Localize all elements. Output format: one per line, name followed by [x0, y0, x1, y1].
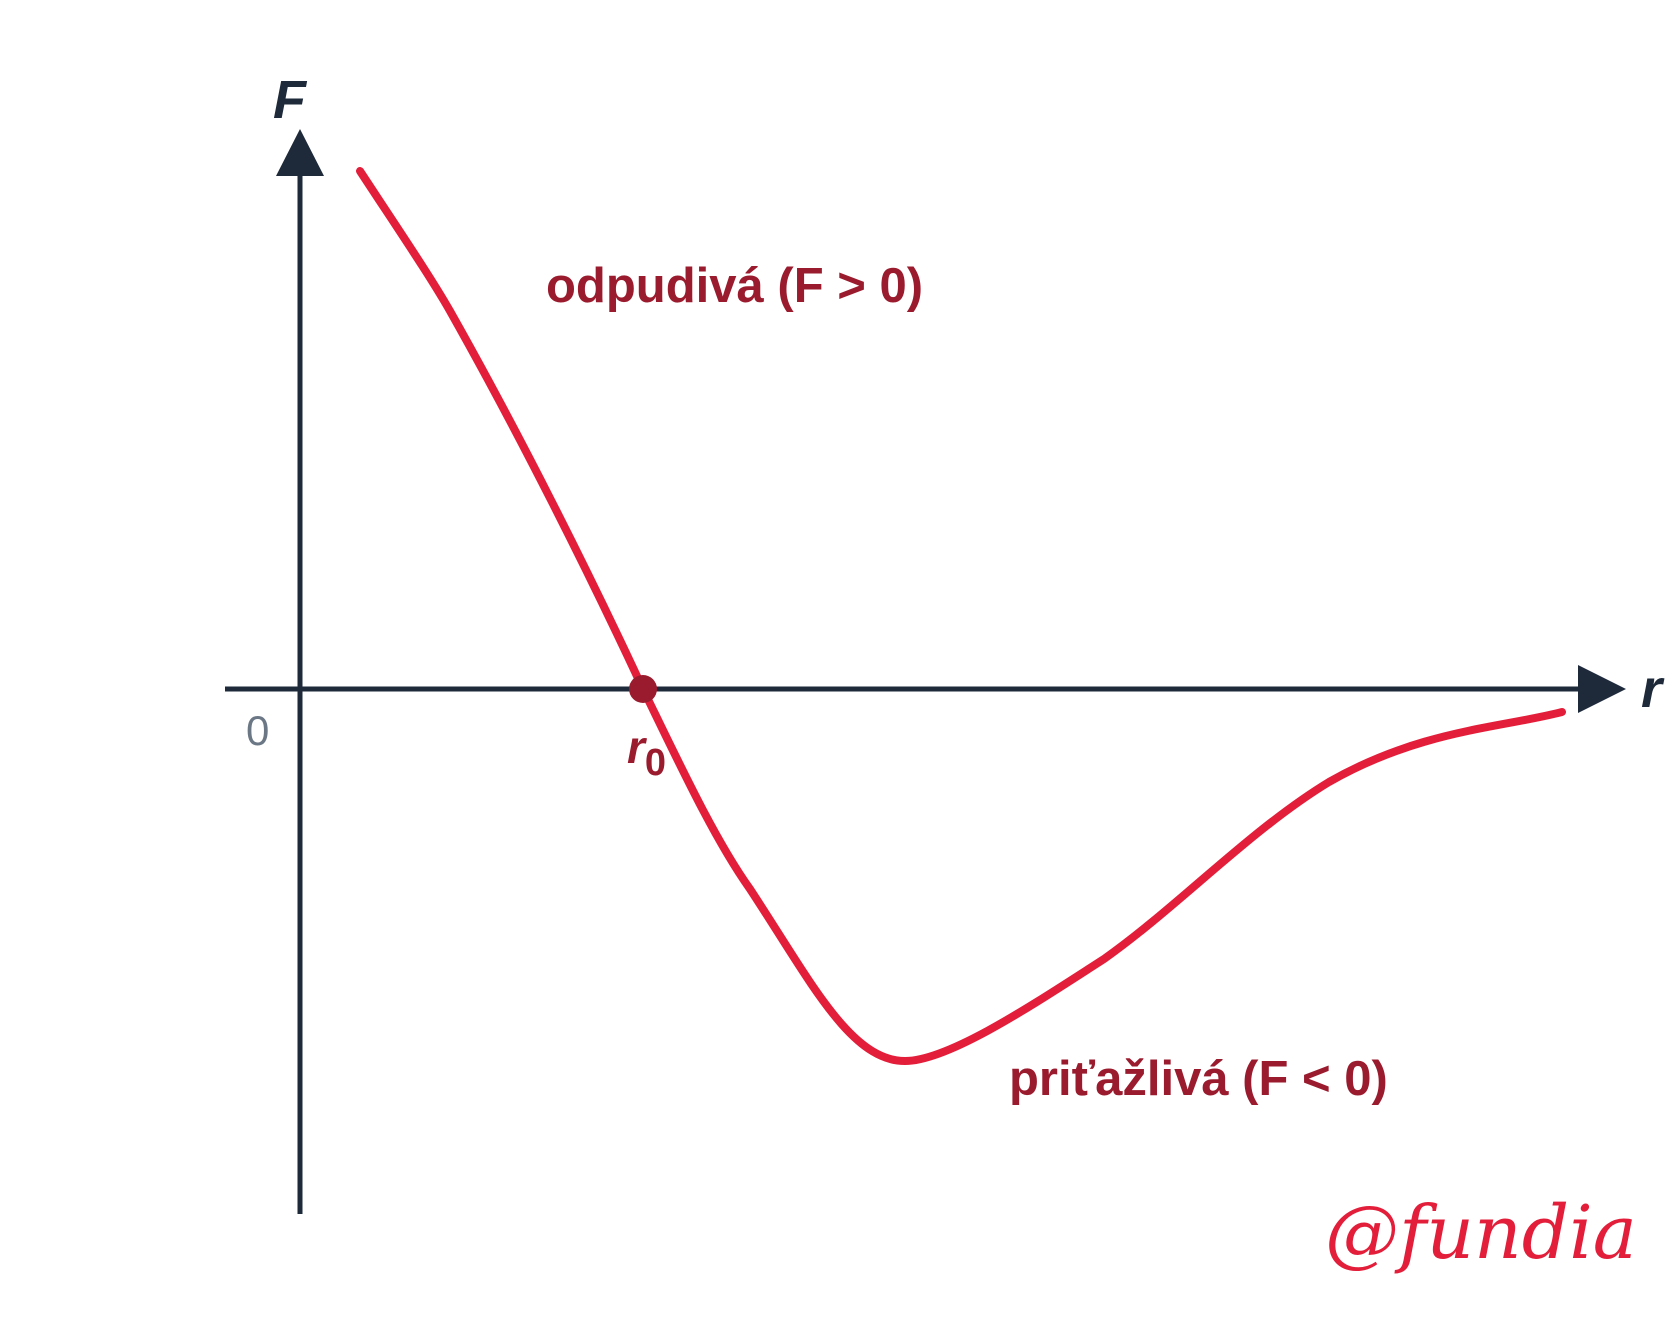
attractive-label: priťažlivá (F < 0) [1009, 1052, 1388, 1106]
y-axis-arrow [276, 129, 324, 176]
watermark: @fundia [1325, 1190, 1637, 1276]
equilibrium-symbol: r [627, 721, 647, 773]
y-axis-label: F [273, 70, 308, 130]
equilibrium-point [629, 675, 657, 703]
x-axis-label: r [1641, 659, 1665, 719]
force-curve [356, 167, 1566, 1065]
equilibrium-label: r0 [627, 721, 666, 784]
origin-label: 0 [246, 707, 269, 754]
repulsive-label: odpudivá (F > 0) [546, 259, 923, 313]
x-axis-arrow [1578, 665, 1626, 713]
equilibrium-subscript: 0 [645, 742, 666, 784]
